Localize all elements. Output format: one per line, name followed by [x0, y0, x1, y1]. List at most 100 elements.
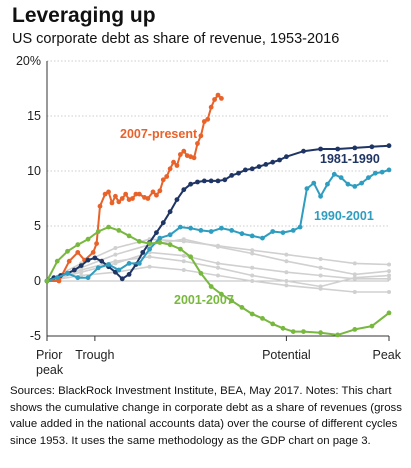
data-point [181, 259, 186, 264]
y-tick-label: -5 [30, 329, 41, 343]
data-point [386, 167, 392, 173]
data-point [325, 181, 330, 187]
data-point [239, 231, 245, 237]
data-point [250, 279, 255, 283]
data-point [208, 178, 214, 184]
data-point [219, 291, 224, 297]
data-point [177, 152, 183, 157]
data-point [219, 225, 224, 231]
data-point [215, 178, 221, 184]
series-2007-present [44, 92, 224, 284]
data-point [318, 257, 323, 261]
data-point [335, 332, 341, 338]
data-point [280, 230, 286, 236]
data-point [167, 209, 173, 215]
data-point [123, 191, 129, 197]
data-point [191, 155, 197, 161]
data-point [66, 258, 72, 264]
data-point [277, 157, 282, 163]
data-point [44, 278, 50, 284]
data-point [181, 148, 187, 154]
data-point [216, 244, 220, 249]
series-label: 2007-present [120, 127, 198, 141]
data-point [181, 187, 187, 193]
data-point [366, 175, 371, 181]
data-point [256, 164, 262, 170]
data-point [75, 250, 81, 255]
data-point [352, 272, 357, 277]
data-point [188, 254, 194, 260]
data-point [250, 251, 255, 256]
data-point [147, 241, 153, 247]
data-point [290, 228, 296, 233]
data-point [369, 323, 375, 329]
data-point [242, 167, 248, 173]
data-point [260, 316, 265, 321]
data-point [147, 254, 152, 259]
data-point [387, 262, 391, 267]
series-label: 1990-2001 [314, 209, 374, 223]
data-point [201, 178, 207, 184]
data-point [130, 196, 135, 201]
data-point [270, 159, 276, 165]
data-point [136, 261, 142, 266]
x-tick-label: Potential [262, 348, 311, 362]
x-tick-label: Trough [75, 348, 114, 362]
data-point [208, 104, 214, 110]
data-point [171, 159, 176, 165]
series-labels: 2007-present 1981-1990 1990-2001 2001-2007 [120, 127, 380, 307]
data-point [372, 170, 378, 176]
data-point [106, 262, 111, 267]
data-point [102, 191, 108, 197]
data-point [119, 276, 125, 282]
data-point [352, 261, 357, 266]
data-point [92, 255, 98, 261]
data-point [71, 267, 77, 273]
data-point [85, 275, 91, 281]
data-point [387, 269, 391, 274]
data-point [54, 275, 60, 281]
data-point [188, 225, 194, 231]
data-point [297, 224, 303, 230]
data-point [249, 233, 255, 239]
x-tick-label: Prior [36, 348, 62, 362]
data-point [157, 188, 163, 194]
data-point [177, 246, 183, 252]
series-label: 1981-1990 [320, 152, 380, 166]
series-line [47, 94, 223, 282]
data-point [318, 265, 323, 270]
y-tick-label: 15 [27, 109, 41, 123]
data-point [75, 242, 81, 248]
data-point [75, 275, 81, 281]
data-point [167, 166, 173, 172]
data-point [119, 196, 125, 201]
data-point [318, 193, 323, 199]
data-point [136, 191, 142, 197]
data-point [181, 253, 186, 258]
data-point [352, 290, 357, 294]
data-point [99, 258, 105, 264]
data-point [95, 229, 101, 234]
data-point [369, 144, 375, 150]
data-point [260, 235, 265, 241]
data-point [301, 148, 306, 154]
data-point [181, 237, 186, 242]
data-point [270, 321, 276, 327]
data-point [219, 96, 224, 101]
data-point [222, 177, 228, 183]
data-point [239, 305, 245, 310]
data-point [301, 329, 306, 334]
data-point [181, 268, 186, 272]
y-tick-label: 0 [34, 274, 41, 288]
data-point [318, 146, 323, 152]
data-point [167, 242, 173, 248]
series-label: 2001-2007 [174, 293, 234, 307]
data-point [387, 276, 391, 281]
x-tick-label: Peak [373, 348, 402, 362]
data-point [147, 264, 152, 269]
data-point [167, 232, 173, 238]
y-tick-label: 5 [34, 219, 41, 233]
data-point [250, 265, 255, 270]
data-point [147, 246, 153, 252]
x-axis [46, 61, 389, 337]
